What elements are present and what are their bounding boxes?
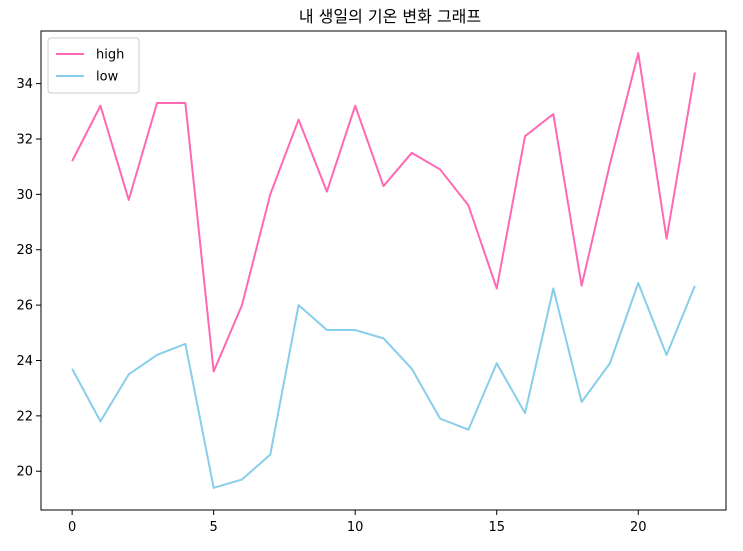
y-axis: 20 22 24 26 28 30 32 34 [16,77,41,480]
chart-title: 내 생일의 기온 변화 그래프 [299,7,481,26]
x-tick-label: 15 [488,520,505,535]
plot-area [40,30,727,511]
series-layer [71,52,696,489]
x-tick-label: 5 [210,520,218,535]
legend-box [47,37,140,94]
series-line-high [71,52,696,373]
x-tick-label: 10 [347,520,364,535]
x-tick-label: 0 [68,520,76,535]
legend-label-low: low [96,70,119,85]
y-tick-label: 20 [16,465,33,480]
y-tick-label: 32 [16,132,33,147]
y-tick-label: 30 [16,188,33,203]
y-tick-label: 22 [16,409,33,424]
legend: high low [47,37,140,94]
series-line-low [71,281,696,489]
x-tick-label: 20 [630,520,647,535]
y-tick-label: 34 [16,77,33,92]
y-tick-label: 28 [16,243,33,258]
y-tick-label: 24 [16,354,33,369]
x-axis: 0 5 10 15 20 [68,510,647,535]
legend-label-high: high [96,48,124,63]
y-tick-label: 26 [16,299,33,314]
